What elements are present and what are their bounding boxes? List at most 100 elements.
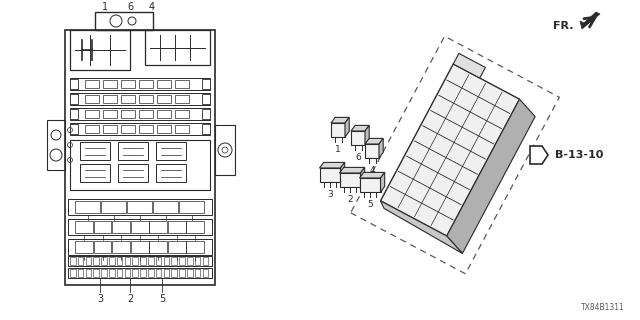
Polygon shape — [351, 131, 365, 145]
Bar — [140, 269, 146, 277]
Text: 2: 2 — [127, 294, 133, 304]
Bar — [68, 268, 212, 278]
Bar — [172, 269, 177, 277]
Bar — [195, 257, 200, 265]
Bar — [139, 80, 153, 88]
Bar — [131, 221, 148, 233]
Bar — [140, 257, 146, 265]
Text: 1: 1 — [335, 145, 341, 154]
Bar — [93, 221, 111, 233]
Text: FR.: FR. — [554, 21, 574, 31]
Bar — [139, 110, 153, 118]
Bar — [153, 201, 178, 213]
Bar — [175, 110, 189, 118]
Text: TX84B1311: TX84B1311 — [581, 303, 625, 312]
Bar — [78, 269, 83, 277]
Bar — [121, 125, 135, 133]
Bar — [187, 269, 193, 277]
Text: 2: 2 — [347, 195, 353, 204]
Bar — [149, 221, 167, 233]
Bar — [68, 219, 212, 235]
Bar — [75, 221, 93, 233]
Text: 1: 1 — [102, 2, 108, 12]
Text: 4: 4 — [369, 166, 375, 175]
Bar — [70, 140, 210, 190]
Bar — [156, 164, 186, 182]
Text: 5: 5 — [367, 200, 373, 209]
Bar — [202, 124, 210, 134]
Bar — [179, 201, 204, 213]
Bar — [112, 221, 130, 233]
Bar — [47, 120, 65, 170]
Bar — [75, 201, 100, 213]
Bar — [195, 269, 200, 277]
Bar — [156, 142, 186, 160]
Bar — [164, 257, 169, 265]
Polygon shape — [447, 99, 535, 253]
Bar — [118, 164, 148, 182]
Bar — [187, 257, 193, 265]
Text: 6: 6 — [355, 153, 361, 162]
Bar — [148, 257, 154, 265]
Bar — [70, 123, 210, 135]
Polygon shape — [351, 125, 369, 131]
Bar — [68, 256, 212, 266]
Bar — [80, 164, 110, 182]
Bar — [116, 269, 122, 277]
Bar — [157, 125, 171, 133]
Bar — [125, 257, 130, 265]
Bar — [70, 108, 210, 120]
Polygon shape — [360, 178, 381, 192]
Bar — [93, 269, 99, 277]
Bar — [85, 125, 99, 133]
Bar — [80, 142, 110, 160]
Bar — [157, 80, 171, 88]
Bar — [121, 95, 135, 103]
Text: B-13-10: B-13-10 — [555, 150, 604, 160]
Polygon shape — [339, 173, 360, 187]
Polygon shape — [331, 123, 345, 137]
Bar — [86, 257, 91, 265]
Bar — [186, 221, 204, 233]
Bar — [168, 241, 186, 253]
Bar — [132, 257, 138, 265]
Bar — [65, 30, 215, 285]
Bar — [103, 80, 117, 88]
Bar — [75, 241, 93, 253]
Bar — [85, 95, 99, 103]
Bar — [70, 78, 210, 90]
Bar — [156, 257, 161, 265]
Bar — [86, 269, 91, 277]
Bar — [131, 241, 148, 253]
Text: 3: 3 — [97, 294, 103, 304]
Bar — [70, 79, 78, 89]
Polygon shape — [379, 138, 383, 158]
Polygon shape — [381, 201, 462, 253]
Bar — [70, 30, 130, 70]
Bar — [202, 109, 210, 119]
Bar — [101, 269, 107, 277]
Bar — [127, 201, 152, 213]
Bar — [70, 93, 210, 105]
Bar — [203, 269, 208, 277]
Text: 6: 6 — [127, 2, 133, 12]
Bar — [175, 95, 189, 103]
Polygon shape — [340, 163, 345, 182]
Polygon shape — [381, 64, 520, 236]
Bar — [149, 241, 167, 253]
Bar — [70, 257, 76, 265]
Bar — [109, 257, 115, 265]
Bar — [202, 94, 210, 104]
Bar — [215, 125, 235, 175]
Bar — [157, 110, 171, 118]
Polygon shape — [530, 146, 548, 164]
Bar — [132, 269, 138, 277]
Bar — [112, 241, 130, 253]
Bar — [139, 95, 153, 103]
Bar — [179, 257, 185, 265]
Bar — [70, 124, 78, 134]
Bar — [125, 269, 130, 277]
Bar — [78, 257, 83, 265]
Bar — [103, 125, 117, 133]
Polygon shape — [345, 117, 349, 137]
